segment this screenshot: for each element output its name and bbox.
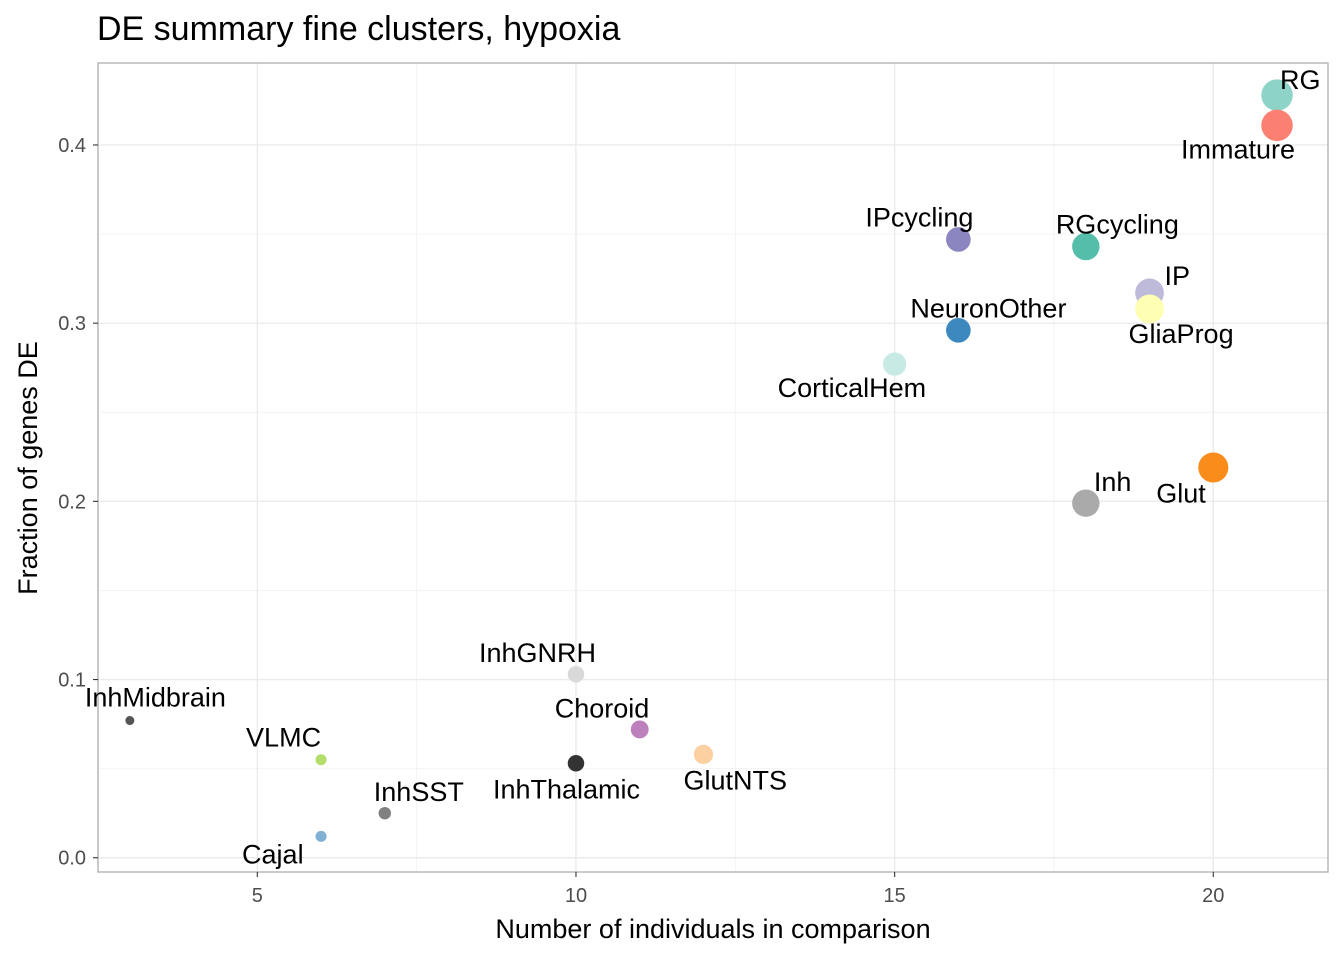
point-inhthalamic bbox=[567, 755, 585, 772]
point-cajal bbox=[315, 830, 327, 842]
point-label-cajal: Cajal bbox=[242, 839, 304, 869]
grid bbox=[98, 63, 1328, 872]
y-tick-label: 0.1 bbox=[58, 670, 86, 692]
x-tick-label: 10 bbox=[565, 885, 587, 907]
point-label-glut: Glut bbox=[1156, 479, 1206, 509]
point-label-inhgnrh: InhGNRH bbox=[479, 638, 596, 668]
point-neuronother bbox=[946, 317, 971, 343]
point-label-ip: IP bbox=[1165, 261, 1191, 291]
point-label-rg: RG bbox=[1280, 65, 1321, 95]
y-tick-label: 0.3 bbox=[58, 313, 86, 335]
point-label-vlmc: VLMC bbox=[246, 723, 321, 753]
chart-title: DE summary fine clusters, hypoxia bbox=[97, 10, 620, 48]
data-points bbox=[125, 79, 1293, 842]
point-label-inhthalamic: InhThalamic bbox=[493, 774, 640, 804]
point-choroid bbox=[630, 720, 649, 739]
y-tick-label: 0.4 bbox=[58, 135, 86, 157]
point-label-corticalhem: CorticalHem bbox=[778, 373, 927, 403]
point-label-rgcycling: RGcycling bbox=[1056, 210, 1179, 240]
x-axis-title: Number of individuals in comparison bbox=[495, 914, 930, 944]
point-labels: RG Immature IPcycling RGcycling IP GliaProg Ne… bbox=[85, 65, 1321, 869]
point-label-choroid: Choroid bbox=[555, 693, 650, 723]
point-inh bbox=[1072, 489, 1100, 517]
plot-panel bbox=[97, 62, 1329, 873]
point-label-inh: Inh bbox=[1094, 467, 1132, 497]
point-glut bbox=[1198, 452, 1229, 483]
axis-ticks: 5 10 15 20 0.0 0.1 0.2 0.3 0.4 bbox=[58, 135, 1224, 907]
y-tick-label: 0.0 bbox=[58, 848, 86, 870]
point-label-gliaprog: GliaProg bbox=[1129, 319, 1234, 349]
x-tick-label: 20 bbox=[1202, 885, 1224, 907]
point-rgcycling bbox=[1072, 232, 1100, 261]
x-tick-label: 5 bbox=[252, 885, 263, 907]
point-rg bbox=[1261, 79, 1293, 111]
point-corticalhem bbox=[882, 352, 907, 376]
point-label-inhmidbrain: InhMidbrain bbox=[85, 683, 226, 713]
point-label-immature: Immature bbox=[1181, 134, 1295, 164]
point-glutnts bbox=[693, 744, 714, 765]
point-ipcycling bbox=[946, 227, 971, 252]
point-label-ipcycling: IPcycling bbox=[865, 202, 973, 232]
x-tick-label: 15 bbox=[884, 885, 906, 907]
point-inhmidbrain bbox=[125, 716, 135, 726]
point-label-glutnts: GlutNTS bbox=[683, 765, 787, 795]
y-axis-title: Fraction of genes DE bbox=[13, 341, 43, 595]
point-vlmc bbox=[315, 754, 327, 766]
point-label-neuronother: NeuronOther bbox=[910, 293, 1066, 323]
y-tick-label: 0.2 bbox=[58, 491, 86, 513]
point-inhsst bbox=[378, 806, 392, 820]
point-inhgnrh bbox=[567, 665, 585, 683]
point-label-inhsst: InhSST bbox=[374, 777, 464, 807]
point-immature bbox=[1261, 109, 1293, 142]
point-gliaprog bbox=[1135, 294, 1164, 324]
